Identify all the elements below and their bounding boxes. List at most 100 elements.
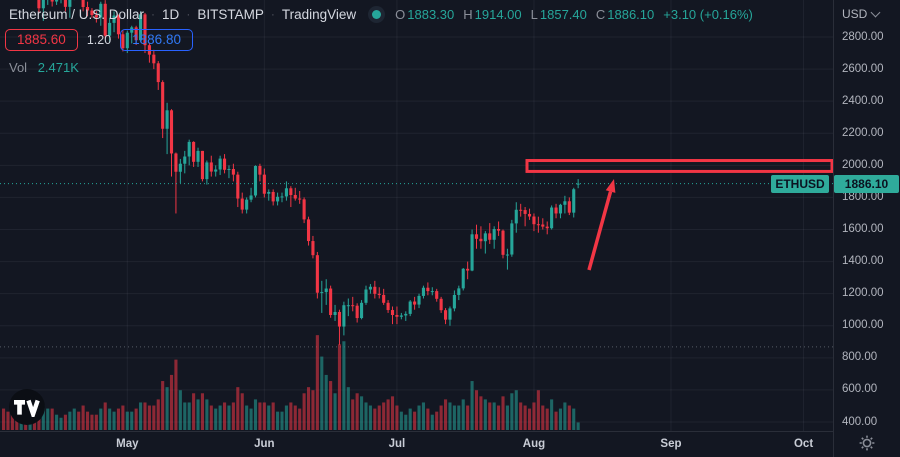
candle-body bbox=[280, 196, 284, 198]
volume-bar bbox=[324, 374, 328, 430]
candle-body bbox=[417, 295, 421, 305]
candle-body bbox=[563, 201, 567, 205]
volume-bar bbox=[156, 399, 160, 430]
candle-body bbox=[85, 7, 90, 11]
high-value: 1914.00 bbox=[474, 6, 522, 22]
candle-body bbox=[223, 158, 227, 170]
volume-bar bbox=[284, 405, 288, 430]
candle-body bbox=[200, 150, 204, 180]
candle-body bbox=[382, 294, 386, 303]
volume-bar bbox=[421, 402, 425, 430]
volume-bar bbox=[143, 402, 147, 430]
high-label: H bbox=[463, 6, 473, 22]
candle-body bbox=[174, 153, 178, 172]
candles bbox=[37, 0, 580, 345]
currency-label: USD bbox=[842, 7, 868, 21]
volume-bar bbox=[276, 411, 280, 430]
candle-body bbox=[320, 292, 324, 294]
volume-bar bbox=[413, 411, 417, 430]
candle-body bbox=[116, 15, 121, 35]
volume-bar bbox=[169, 374, 174, 430]
volume-label[interactable]: Vol bbox=[9, 60, 28, 75]
last-price-tag[interactable]: 1886.10 bbox=[834, 175, 899, 193]
price-tick-label: 800.00 bbox=[842, 351, 878, 364]
volume-bar bbox=[147, 405, 151, 430]
volume-bar bbox=[435, 411, 439, 430]
resistance-box-drawing[interactable] bbox=[525, 159, 833, 173]
volume-bar bbox=[249, 408, 253, 430]
volume-bar bbox=[532, 402, 536, 430]
symbol-price-tag[interactable]: ETHUSD bbox=[771, 175, 829, 193]
candlestick-chart[interactable] bbox=[0, 0, 833, 431]
candle-body bbox=[492, 229, 496, 240]
candle-body bbox=[103, 3, 107, 36]
candle-body bbox=[139, 14, 143, 41]
candle-body bbox=[298, 198, 302, 200]
candle-body bbox=[346, 305, 350, 307]
candle-body bbox=[421, 287, 425, 296]
volume-bar bbox=[68, 411, 72, 430]
candle-body bbox=[439, 298, 443, 311]
platform-label[interactable]: TradingView bbox=[281, 6, 357, 22]
volume-bar bbox=[200, 393, 204, 430]
arrow-head-icon[interactable] bbox=[605, 179, 616, 193]
gear-icon bbox=[859, 435, 875, 451]
candle-body bbox=[527, 213, 532, 217]
candle-body bbox=[541, 224, 545, 227]
candle-body bbox=[355, 305, 359, 319]
volume-bars bbox=[2, 335, 580, 430]
exchange-label[interactable]: BITSTAMP bbox=[197, 6, 264, 22]
volume-bar bbox=[165, 387, 169, 430]
volume-bar bbox=[178, 390, 182, 430]
volume-bar bbox=[2, 408, 6, 430]
axis-settings-gear[interactable] bbox=[858, 434, 876, 457]
candle-body bbox=[470, 234, 474, 271]
volume-bar bbox=[306, 387, 311, 430]
candle-body bbox=[505, 254, 509, 256]
volume-bar bbox=[280, 411, 284, 430]
sell-bid-button[interactable]: 1885.60 bbox=[5, 29, 78, 51]
candle-body bbox=[558, 204, 563, 214]
symbol-title[interactable]: Ethereum / U.S. Dollar bbox=[9, 6, 145, 22]
tradingview-logo[interactable] bbox=[9, 389, 45, 425]
candle-body bbox=[276, 196, 280, 202]
candle-body bbox=[293, 195, 297, 199]
candle-body bbox=[351, 305, 355, 307]
candle-body bbox=[461, 268, 465, 289]
candle-body bbox=[178, 163, 182, 172]
interval-label[interactable]: 1D bbox=[162, 6, 180, 22]
volume-bar bbox=[253, 399, 258, 430]
volume-readout: Vol 2.471K bbox=[9, 60, 79, 75]
candle-body bbox=[231, 169, 235, 175]
candle-body bbox=[284, 188, 288, 197]
candle-body bbox=[37, 0, 41, 9]
candle-body bbox=[156, 63, 160, 83]
volume-bar bbox=[134, 408, 138, 430]
month-tick-label: May bbox=[116, 438, 139, 450]
candle-body bbox=[99, 3, 103, 18]
volume-bar bbox=[474, 390, 479, 430]
candle-body bbox=[386, 302, 390, 311]
currency-selector[interactable]: USD bbox=[842, 7, 881, 21]
buy-ask-button[interactable]: 1886.80 bbox=[120, 29, 193, 51]
time-axis[interactable]: May Jun Jul Aug Sep Oct bbox=[0, 431, 833, 457]
candle-body bbox=[576, 183, 580, 185]
candle-body bbox=[147, 45, 151, 55]
volume-bar bbox=[55, 414, 59, 430]
candle-body bbox=[337, 311, 342, 327]
volume-bar bbox=[81, 405, 85, 430]
price-axis[interactable]: USD 2800.00 2600.00 2400.00 2200.00 2000.00 1… bbox=[833, 0, 900, 457]
arrow-shaft[interactable] bbox=[587, 191, 613, 271]
volume-bar bbox=[576, 422, 580, 430]
volume-bar bbox=[139, 402, 143, 430]
volume-value: 2.471K bbox=[37, 60, 79, 75]
candle-body bbox=[373, 286, 377, 294]
month-tick-label: Sep bbox=[660, 438, 682, 450]
candle-body bbox=[452, 294, 456, 309]
volume-bar bbox=[514, 390, 518, 430]
volume-bar bbox=[461, 399, 465, 430]
candle-body bbox=[165, 110, 169, 129]
candle-body bbox=[245, 199, 249, 210]
candle-body bbox=[342, 305, 346, 327]
